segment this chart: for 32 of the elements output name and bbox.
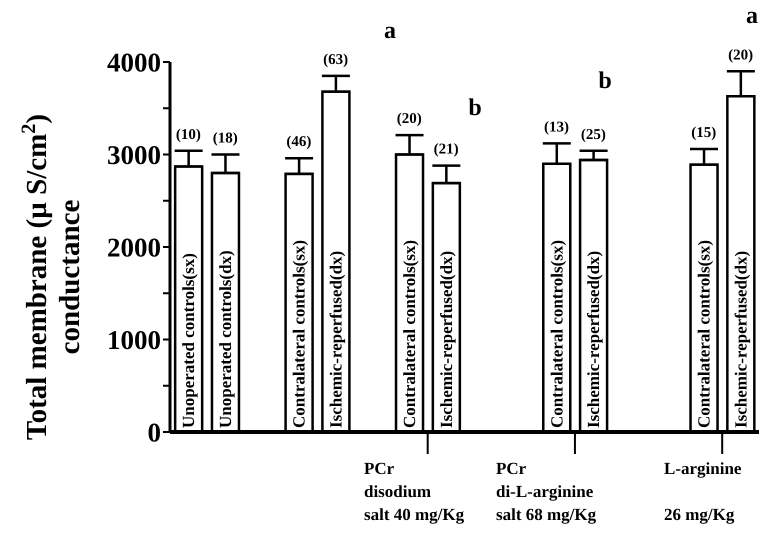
x-tick-label: Unoperated controls(sx): [179, 253, 198, 428]
annotation: (15): [691, 124, 716, 141]
annotation: (18): [212, 130, 238, 146]
x-tick-label: Contralateral controls(sx): [400, 240, 420, 428]
x-tick-label: Ischemic-reperfused(dx): [326, 250, 346, 428]
text: a: [746, 3, 758, 29]
x-tick-label: Contralateral controls(sx): [547, 240, 566, 428]
annotation: (25): [580, 126, 606, 143]
annotation: (10): [176, 126, 201, 143]
x-tick-label: Ischemic-reperfused(dx): [436, 250, 456, 428]
annotation: (20): [728, 47, 754, 64]
annotation: b: [468, 95, 482, 121]
x-tick-label: Contralateral controls(sx): [694, 240, 714, 428]
x-tick-label: Unoperated controls(dx): [216, 250, 235, 428]
annotation: b: [598, 68, 612, 94]
annotation: (20): [396, 111, 422, 128]
text: L-arginine 26 mg/Kg: [664, 459, 742, 524]
text: PCr di-L-arginine salt 68 mg/Kg: [496, 459, 597, 524]
y-tick-label: 0: [148, 418, 161, 448]
text: a: [384, 18, 396, 44]
annotation: (46): [286, 134, 312, 150]
annotation: (63): [323, 52, 348, 68]
y-tick-label: 3000: [107, 140, 161, 170]
y-tick-label: 1000: [107, 325, 161, 356]
x-tick-label: Ischemic-reperfused(dx): [584, 250, 604, 428]
annotation: (21): [434, 142, 459, 158]
x-tick-label: Contralateral controls(sx): [290, 240, 309, 428]
text: PCr disodium salt 40 mg/Kg: [364, 459, 465, 524]
y-tick-label: 4000: [107, 48, 161, 78]
x-tick-label: Ischemic-reperfused(dx): [731, 250, 750, 428]
annotation: (13): [544, 119, 570, 136]
y-tick-label: 2000: [107, 232, 161, 263]
